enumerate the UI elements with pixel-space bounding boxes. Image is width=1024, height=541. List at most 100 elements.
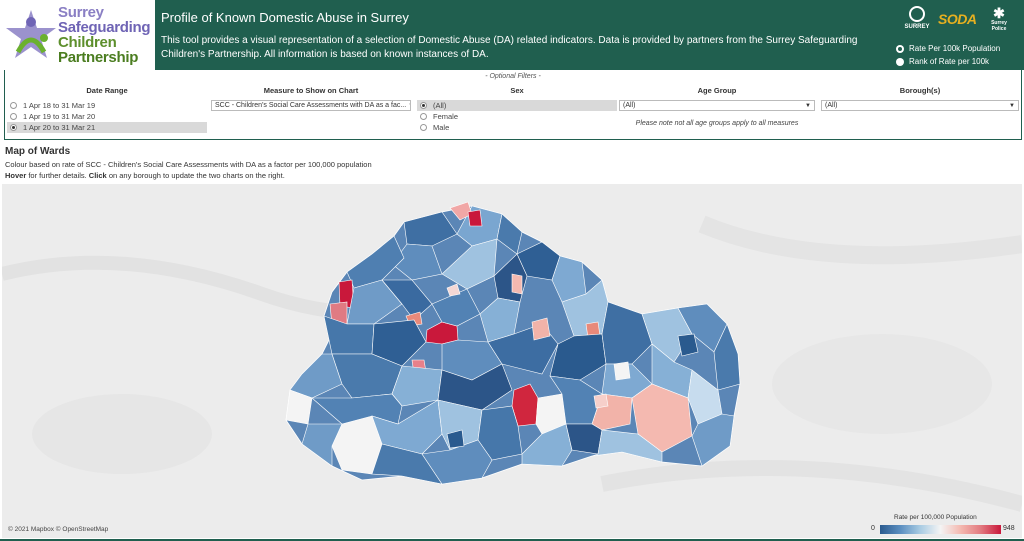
view-option-rate[interactable]: Rate Per 100k Population [896,42,1000,55]
radio-selected-icon[interactable] [420,102,427,109]
ward[interactable] [371,319,427,367]
borough-value: (All) [825,102,838,109]
ward[interactable] [421,439,493,485]
ward[interactable] [391,365,443,407]
partner-logos: SURREY SODA ✱ Surrey Police [900,6,1020,36]
police-star-icon: ✱ [993,5,1005,21]
age-group-filter: Age Group (All) ▼ Please note not all ag… [619,86,815,127]
surrey-county-logo: SURREY [900,6,934,30]
click-word: Click [88,171,107,180]
map-attribution: © 2021 Mapbox © OpenStreetMap [8,526,109,533]
chevron-down-icon: ▼ [805,102,811,109]
ward[interactable] [346,279,403,325]
ward[interactable] [613,361,631,381]
page-description: This tool provides a visual representati… [161,35,858,60]
surrey-logo-text: SURREY [904,24,930,30]
age-group-value: (All) [623,102,636,109]
ward[interactable] [511,273,523,295]
logo-line-3: Children [58,34,117,51]
soda-logo: SODA [938,11,977,27]
map-instructions: Hover for further details. Click on any … [5,170,372,181]
age-group-dropdown[interactable]: (All) ▼ [619,100,815,111]
date-range-title: Date Range [86,86,128,95]
colour-legend: Rate per 100,000 Population 0 948 [868,514,1018,538]
ward[interactable] [467,209,483,227]
ward[interactable] [446,283,461,297]
hover-word: Hover [5,171,27,180]
logo-wordmark: Surrey Safeguarding Children Partnership [58,4,151,66]
ward[interactable] [677,333,699,357]
measure-dropdown[interactable]: SCC - Children's Social Care Assessments… [211,100,411,111]
legend-max: 948 [1003,525,1015,532]
sex-filter: Sex (All) Female Male [417,86,617,133]
logo-line-2: Safeguarding [58,19,151,36]
hover-text: for further details. [26,171,89,180]
page-title: Profile of Known Domestic Abuse in Surre… [161,10,409,25]
logo-line-4: Partnership [58,49,139,66]
sex-option-label: (All) [433,101,447,110]
radio-icon[interactable] [420,113,427,120]
ward[interactable] [531,317,551,341]
legend-title: Rate per 100,000 Population [894,514,977,521]
ward-map-canvas[interactable] [2,184,1022,538]
ward-map[interactable] [2,184,1022,538]
borough-filter: Borough(s) (All) ▼ [821,86,1019,111]
date-option-label: 1 Apr 18 to 31 Mar 19 [23,101,96,110]
date-option-2021[interactable]: 1 Apr 20 to 31 Mar 21 [7,122,207,133]
borough-dropdown[interactable]: (All) ▼ [821,100,1019,111]
date-option-1920[interactable]: 1 Apr 19 to 31 Mar 20 [7,111,207,122]
radio-icon[interactable] [420,124,427,131]
ward[interactable] [551,255,587,303]
chevron-down-icon: ▼ [1009,102,1015,109]
ward[interactable] [441,238,498,290]
header-banner: Surrey Safeguarding Children Partnership… [0,0,1024,70]
measure-title: Measure to Show on Chart [263,86,359,95]
date-range-filter: Date Range 1 Apr 18 to 31 Mar 19 1 Apr 1… [7,86,207,133]
age-group-title: Age Group [697,86,737,95]
borough-title: Borough(s) [899,86,941,95]
map-title: Map of Wards [5,146,71,157]
date-option-label: 1 Apr 20 to 31 Mar 21 [23,123,96,132]
ward[interactable] [446,429,465,449]
view-option-rank[interactable]: Rank of Rate per 100k [896,55,1000,68]
chevron-down-icon: ▼ [408,103,410,109]
ward[interactable] [479,297,521,343]
surrey-police-logo: ✱ Surrey Police [984,6,1014,32]
view-option-group: Rate Per 100k Population Rank of Rate pe… [896,42,1000,68]
ward[interactable] [496,213,523,255]
map-colour-note: Colour based on rate of SCC - Children's… [5,160,372,169]
partnership-logo: Surrey Safeguarding Children Partnership [0,0,155,70]
sex-option-all[interactable]: (All) [417,100,617,111]
sex-option-label: Male [433,123,450,132]
sex-option-male[interactable]: Male [417,122,617,133]
logo-line-1: Surrey [58,4,104,21]
radio-selected-icon[interactable] [896,44,904,53]
radio-icon[interactable] [10,102,17,109]
ward[interactable] [691,413,735,467]
ward[interactable] [593,393,609,409]
filter-panel: - Optional Filters - Date Range 1 Apr 18… [4,70,1022,140]
measure-value: SCC - Children's Social Care Assessments… [215,102,407,109]
sex-option-label: Female [433,112,459,121]
ward[interactable] [591,429,663,463]
figure-star-icon [6,10,56,58]
date-option-label: 1 Apr 19 to 31 Mar 20 [23,112,96,121]
sex-option-female[interactable]: Female [417,111,617,122]
ward[interactable] [301,423,343,467]
click-text: on any borough to update the two charts … [106,171,285,180]
ward-polygons[interactable] [285,201,741,485]
age-group-note: Please note not all age groups apply to … [635,120,799,127]
radio-selected-icon[interactable] [10,124,17,131]
date-option-1819[interactable]: 1 Apr 18 to 31 Mar 19 [7,100,207,111]
measure-filter: Measure to Show on Chart SCC - Children'… [211,86,411,111]
ward[interactable] [371,443,443,485]
bottom-border [0,539,1024,541]
radio-icon[interactable] [10,113,17,120]
legend-min: 0 [871,525,875,532]
radio-unselected-icon[interactable] [896,57,904,66]
map-subtitle: Colour based on rate of SCC - Children's… [5,159,372,181]
ward[interactable] [713,323,741,391]
ward[interactable] [431,288,481,327]
ward[interactable] [403,211,458,247]
view-option-rank-label: Rank of Rate per 100k [909,57,990,66]
